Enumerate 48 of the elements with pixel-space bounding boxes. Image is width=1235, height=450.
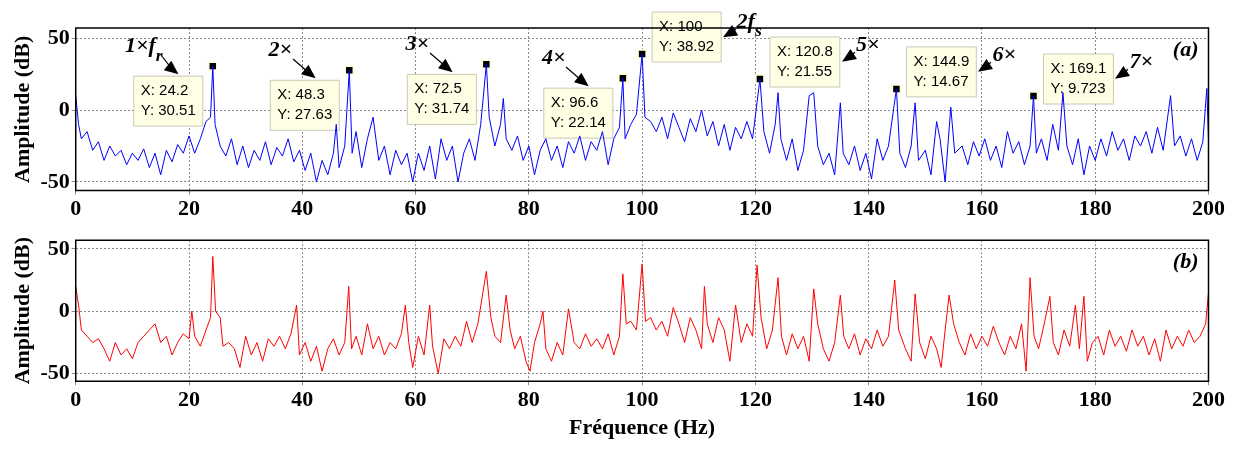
x-tick-label: 180 [1078, 195, 1112, 221]
y-tick-label: 0 [58, 95, 70, 121]
y-tick-label: -50 [40, 359, 70, 385]
x-tick-label: 160 [965, 386, 999, 412]
x-tick-label: 80 [517, 386, 540, 412]
annotation: X: 144.9 Y: 14.67 [913, 52, 970, 90]
x-tick-label: 80 [517, 195, 540, 221]
x-tick-label: 100 [625, 195, 659, 221]
y-tick-label: 50 [47, 23, 70, 49]
y-axis-title: Amplitude (dB) [8, 237, 34, 385]
point [481, 59, 492, 70]
x-tick-label: 40 [291, 195, 314, 221]
annotation: (a) [1172, 35, 1199, 61]
x-tick-label: 120 [738, 386, 772, 412]
x-tick-label: 40 [291, 386, 314, 412]
annotation: X: 48.3 Y: 27.63 [277, 85, 333, 123]
y-axis-title: Amplitude (dB) [8, 35, 34, 183]
x-tick-label: 180 [1078, 386, 1112, 412]
x-axis-title: Fréquence (Hz) [569, 414, 716, 440]
y-tick-label: 0 [58, 297, 70, 323]
x-tick-label: 100 [625, 386, 659, 412]
y-tick-label: 50 [47, 234, 70, 260]
x-tick-label: 160 [965, 195, 999, 221]
annotation: X: 169.1 Y: 9.723 [1050, 59, 1107, 97]
annotation: X: 120.8 Y: 21.55 [776, 42, 833, 80]
annotation: (b) [1172, 247, 1199, 273]
annotation: 3× [404, 30, 430, 56]
annotation: X: 24.2 Y: 30.51 [140, 81, 196, 119]
annotation: 2× [267, 35, 293, 61]
annotation: 6× [992, 40, 1017, 66]
point [891, 83, 902, 95]
point [344, 65, 355, 76]
annotation: 7× [1129, 47, 1154, 73]
x-tick-label: 120 [738, 195, 772, 221]
y-tick-label: -50 [40, 167, 70, 193]
annotation: 4× [541, 43, 566, 69]
x-tick-label: 140 [852, 195, 886, 221]
point [1028, 90, 1039, 102]
x-tick-label: 200 [1192, 386, 1225, 412]
annotation: X: 96.6 Y: 22.14 [550, 93, 606, 131]
x-tick-label: 20 [178, 195, 200, 221]
annotation: X: 72.5 Y: 31.74 [414, 79, 470, 117]
x-tick-label: 60 [404, 386, 427, 412]
x-tick-label: 140 [852, 386, 886, 412]
x-tick-label: 20 [178, 386, 200, 412]
x-tick-label: 60 [404, 195, 427, 221]
x-tick-label: 200 [1192, 195, 1225, 221]
annotation: 5× [856, 30, 880, 56]
